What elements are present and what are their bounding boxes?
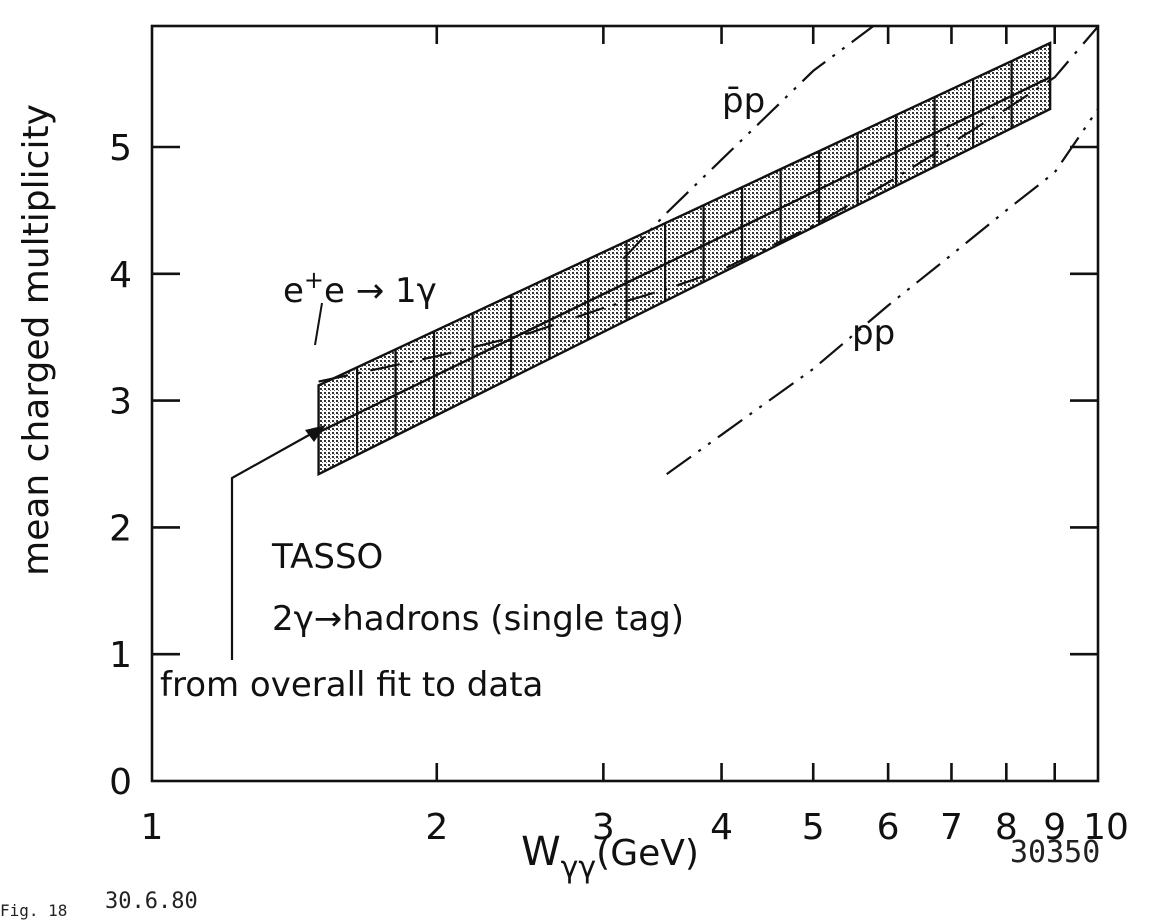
y-axis-title: mean charged multiplicity: [16, 104, 57, 576]
x-tick-label: 10: [1083, 807, 1129, 848]
plot-area: [317, 26, 1098, 477]
y-axis-ticks: 0 1 2 3 4 5: [109, 128, 1098, 803]
y-tick-label: 5: [109, 128, 132, 169]
figure-number: 30350: [1010, 835, 1100, 870]
x-axis-title: Wγγ(GeV): [521, 829, 699, 885]
y-tick-label: 4: [109, 255, 132, 296]
x-axis-title-sub: γγ: [561, 850, 597, 885]
tasso-band-center-line: [318, 76, 1051, 434]
y-tick-label: 1: [109, 635, 132, 676]
series-line: [666, 108, 1098, 475]
ee-e: e: [283, 271, 304, 311]
annotations: e+e → 1γ p̄p pp TASSO 2γ→hadrons (single tag…: [160, 81, 895, 705]
series-line: [318, 26, 1098, 383]
tasso-band: [317, 41, 1052, 477]
annotation-ee-to-gamma: e+e → 1γ: [283, 266, 437, 311]
annotation-pp: pp: [852, 313, 895, 353]
y-tick-label: 3: [109, 382, 132, 423]
y-tick-label: 2: [109, 508, 132, 549]
x-tick-label: 7: [940, 807, 963, 848]
date-stamp: 30.6.80: [105, 889, 198, 914]
x-tick-label: 8: [995, 807, 1018, 848]
x-axis-title-main: W: [521, 829, 561, 875]
x-tick-label: 6: [877, 807, 900, 848]
x-tick-label: 2: [425, 807, 448, 848]
annotation-ee-leader: [314, 302, 323, 346]
annotation-pbar-p: p̄p: [722, 81, 765, 121]
x-axis-ticks: 1 2 3 4 5 6 7 8 9 10: [141, 26, 1129, 848]
x-tick-label: 4: [710, 807, 733, 848]
fit-arrow-head: [305, 425, 326, 442]
plot-frame: [150, 24, 1100, 783]
ee-rest: e → 1γ: [324, 271, 437, 311]
x-tick-label: 9: [1043, 807, 1066, 848]
figure-label: Fig. 18: [0, 901, 67, 920]
x-tick-label: 1: [141, 807, 164, 848]
annotation-tasso: TASSO: [271, 537, 383, 577]
annotation-process: 2γ→hadrons (single tag): [272, 599, 684, 639]
annotation-fit: from overall fit to data: [160, 665, 543, 705]
series-line: [622, 26, 876, 260]
x-tick-label: 3: [592, 807, 615, 848]
x-tick-label: 5: [802, 807, 825, 848]
plot-border: [150, 24, 1100, 783]
fit-arrow-line: [230, 429, 319, 660]
x-axis-title-unit: (GeV): [596, 833, 699, 874]
ee-superscript: +: [304, 266, 324, 294]
y-tick-label: 0: [109, 762, 132, 803]
